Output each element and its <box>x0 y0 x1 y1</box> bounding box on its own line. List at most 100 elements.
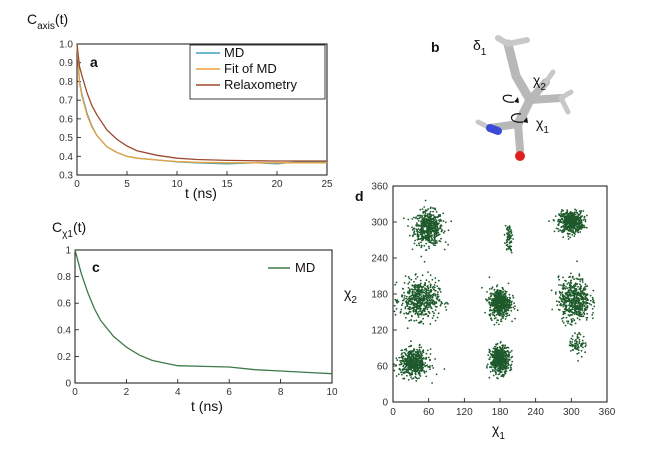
scatter-point <box>580 315 583 317</box>
scatter-point <box>428 302 431 305</box>
scatter-point <box>417 291 420 294</box>
scatter-point <box>436 298 439 301</box>
scatter-point <box>413 295 416 297</box>
scatter-point <box>425 298 428 300</box>
scatter-point <box>560 284 562 286</box>
scatter-point <box>570 229 573 232</box>
scatter-point <box>559 297 562 300</box>
rotation-arrow-chi2 <box>502 94 515 103</box>
scatter-point <box>450 220 453 223</box>
scatter-point <box>569 304 572 307</box>
scatter-point <box>424 313 426 316</box>
scatter-point <box>433 292 435 295</box>
scatter-point <box>569 229 571 232</box>
scatter-point <box>572 305 575 307</box>
scatter-point <box>409 374 411 376</box>
scatter-point <box>424 209 427 212</box>
scatter-point <box>580 219 583 222</box>
scatter-point <box>576 260 578 263</box>
scatter-point <box>426 364 428 367</box>
scatter-point <box>487 296 490 299</box>
scatter-point <box>578 315 581 318</box>
scatter-point <box>415 294 418 297</box>
scatter-point <box>508 293 511 296</box>
scatter-point <box>415 376 417 379</box>
panel-b: b δ1 χ2 χ1 <box>431 35 574 161</box>
scatter-point <box>497 314 500 316</box>
scatter-point <box>574 310 577 312</box>
scatter-point <box>428 299 431 302</box>
scatter-point <box>410 278 413 281</box>
scatter-point <box>494 367 497 369</box>
scatter-point <box>493 365 496 368</box>
scatter-point <box>566 287 569 289</box>
scatter-point <box>423 216 426 219</box>
scatter-point <box>418 288 420 291</box>
scatter-point <box>430 214 433 217</box>
scatter-point <box>583 305 586 308</box>
scatter-point <box>401 299 404 302</box>
scatter-point <box>506 309 509 311</box>
scatter-point <box>565 228 567 231</box>
scatter-point <box>429 305 432 308</box>
scatter-point <box>426 285 429 288</box>
scatter-point <box>505 361 508 363</box>
scatter-point <box>569 314 572 316</box>
scatter-point <box>417 357 420 360</box>
scatter-point <box>510 229 512 231</box>
scatter-point <box>572 284 575 287</box>
scatter-point <box>583 313 586 315</box>
oxygen-atom <box>515 151 525 161</box>
scatter-point <box>418 297 421 299</box>
scatter-point <box>433 312 435 315</box>
scatter-point <box>580 345 583 348</box>
scatter-point <box>408 289 411 292</box>
scatter-point <box>503 233 506 236</box>
scatter-point <box>500 305 502 307</box>
scatter-point <box>421 350 424 353</box>
scatter-point <box>577 301 580 304</box>
scatter-point <box>493 315 496 317</box>
scatter-point <box>419 313 421 316</box>
scatter-point <box>416 229 419 232</box>
scatter-point <box>433 227 435 229</box>
scatter-point <box>421 299 423 302</box>
scatter-point <box>401 359 404 362</box>
scatter-point <box>493 353 496 356</box>
scatter-point <box>445 309 448 311</box>
scatter-point <box>555 291 557 294</box>
scatter-point <box>570 343 573 345</box>
scatter-point <box>581 309 584 312</box>
scatter-point <box>500 313 503 316</box>
hydrogen-2 <box>505 37 530 47</box>
scatter-point <box>566 221 568 224</box>
scatter-point <box>413 361 416 364</box>
scatter-point <box>489 306 492 309</box>
scatter-point <box>572 227 575 230</box>
scatter-point <box>586 306 589 309</box>
scatter-point <box>421 274 424 277</box>
scatter-point <box>491 286 494 289</box>
scatter-point <box>508 298 511 301</box>
scatter-point <box>417 364 419 366</box>
panel-d-xticks: 0 60 120 180 240 300 360 <box>390 398 616 418</box>
scatter-point <box>395 281 398 284</box>
scatter-point <box>401 352 404 355</box>
panel-c-series <box>74 249 333 375</box>
scatter-point <box>563 299 566 302</box>
scatter-point <box>445 221 447 224</box>
scatter-point <box>403 282 406 284</box>
scatter-point <box>586 285 589 287</box>
scatter-point <box>567 226 570 229</box>
scatter-point <box>577 297 580 300</box>
scatter-point <box>555 227 558 230</box>
scatter-point <box>497 363 499 366</box>
scatter-point <box>421 354 423 357</box>
scatter-point <box>427 289 430 292</box>
scatter-point <box>417 301 420 303</box>
scatter-point <box>423 304 426 307</box>
scatter-point <box>564 219 566 221</box>
scatter-point <box>561 317 563 320</box>
scatter-point <box>510 301 512 304</box>
